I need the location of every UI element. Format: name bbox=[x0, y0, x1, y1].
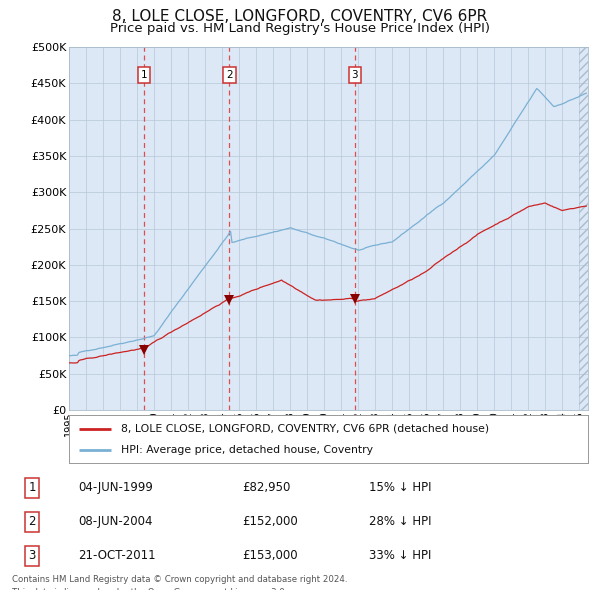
Text: 2: 2 bbox=[226, 70, 233, 80]
Text: 3: 3 bbox=[28, 549, 36, 562]
Text: 1: 1 bbox=[28, 481, 36, 494]
Text: Contains HM Land Registry data © Crown copyright and database right 2024.: Contains HM Land Registry data © Crown c… bbox=[12, 575, 347, 584]
Text: HPI: Average price, detached house, Coventry: HPI: Average price, detached house, Cove… bbox=[121, 445, 373, 455]
Text: £82,950: £82,950 bbox=[242, 481, 291, 494]
Text: £153,000: £153,000 bbox=[242, 549, 298, 562]
Text: 33% ↓ HPI: 33% ↓ HPI bbox=[369, 549, 431, 562]
Text: 15% ↓ HPI: 15% ↓ HPI bbox=[369, 481, 431, 494]
Text: 28% ↓ HPI: 28% ↓ HPI bbox=[369, 515, 431, 528]
Text: 8, LOLE CLOSE, LONGFORD, COVENTRY, CV6 6PR (detached house): 8, LOLE CLOSE, LONGFORD, COVENTRY, CV6 6… bbox=[121, 424, 489, 434]
Text: This data is licensed under the Open Government Licence v3.0.: This data is licensed under the Open Gov… bbox=[12, 588, 287, 590]
Text: 21-OCT-2011: 21-OCT-2011 bbox=[78, 549, 156, 562]
Text: 04-JUN-1999: 04-JUN-1999 bbox=[78, 481, 153, 494]
Text: 1: 1 bbox=[141, 70, 148, 80]
Text: 2: 2 bbox=[28, 515, 36, 528]
Text: 08-JUN-2004: 08-JUN-2004 bbox=[78, 515, 153, 528]
Text: 3: 3 bbox=[352, 70, 358, 80]
Text: £152,000: £152,000 bbox=[242, 515, 298, 528]
Text: 8, LOLE CLOSE, LONGFORD, COVENTRY, CV6 6PR: 8, LOLE CLOSE, LONGFORD, COVENTRY, CV6 6… bbox=[112, 9, 488, 24]
Text: Price paid vs. HM Land Registry's House Price Index (HPI): Price paid vs. HM Land Registry's House … bbox=[110, 22, 490, 35]
